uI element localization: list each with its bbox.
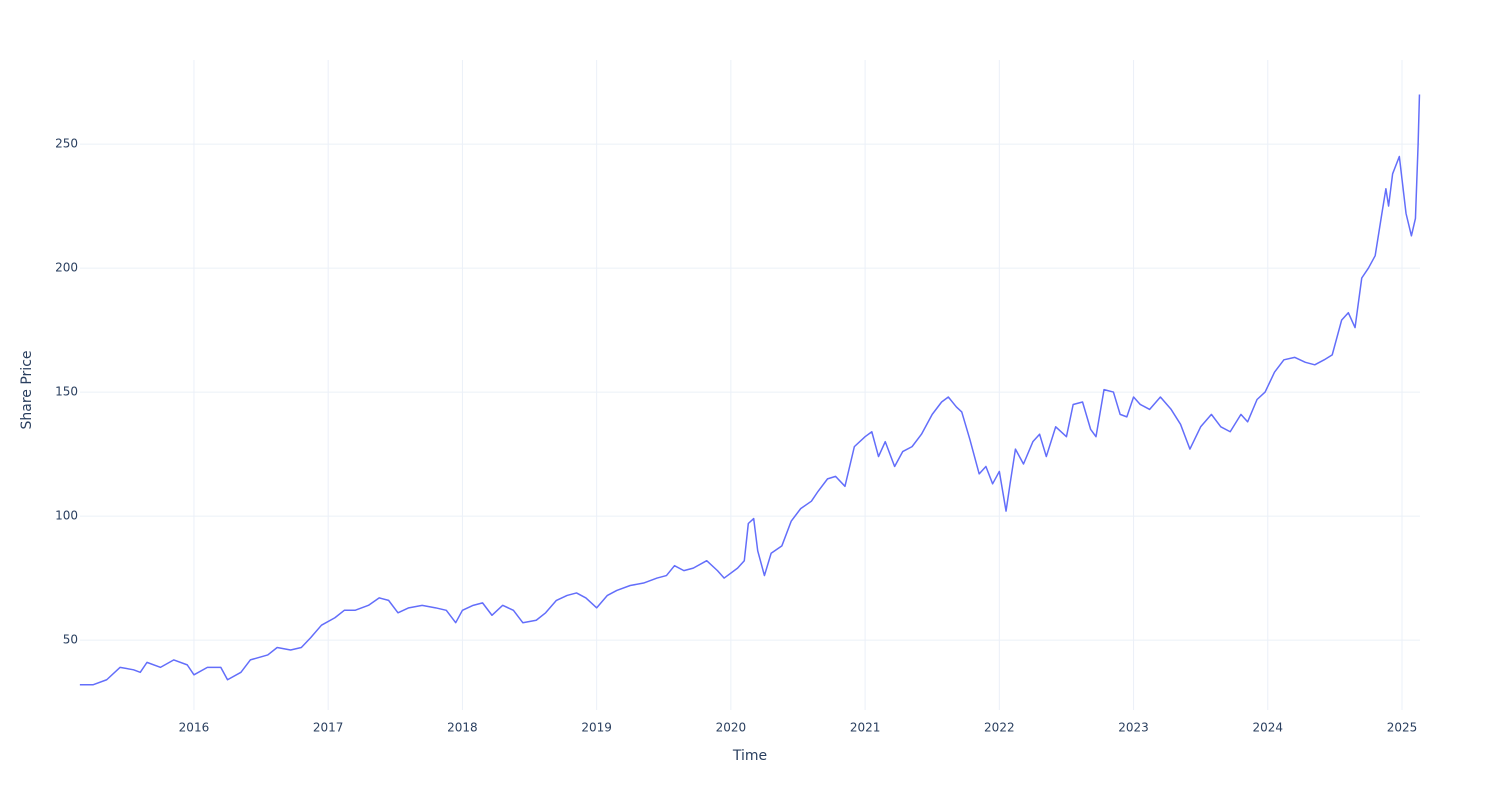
price-line	[79, 94, 1421, 686]
x-axis-title: Time	[732, 748, 767, 764]
y-tick-label: 200	[55, 261, 78, 275]
x-tick-label: 2020	[716, 721, 747, 735]
y-tick-label: 100	[55, 509, 78, 523]
y-tick-label: 250	[55, 137, 78, 151]
x-tick-label: 2022	[984, 721, 1015, 735]
x-tick-label: 2018	[447, 721, 478, 735]
x-tick-label: 2017	[313, 721, 344, 735]
y-axis-title: Share Price	[19, 350, 35, 429]
x-tick-label: 2019	[581, 721, 612, 735]
y-tick-label: 50	[63, 633, 78, 647]
x-tick-label: 2025	[1387, 721, 1418, 735]
y-tick-label: 150	[55, 385, 78, 399]
x-tick-label: 2024	[1253, 721, 1284, 735]
x-tick-label: 2016	[179, 721, 210, 735]
x-tick-label: 2023	[1118, 721, 1149, 735]
x-tick-label: 2021	[850, 721, 881, 735]
